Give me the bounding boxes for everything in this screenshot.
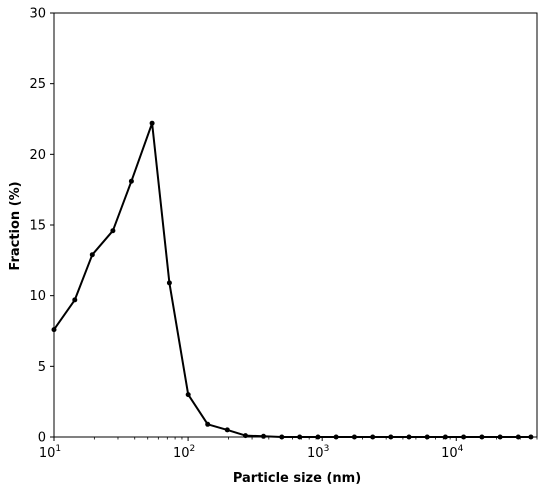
data-point [149, 120, 155, 126]
data-point [166, 280, 172, 286]
data-point [224, 427, 230, 433]
plot-border [53, 12, 538, 438]
y-tick-label: 25 [29, 77, 46, 92]
y-tick-label: 20 [29, 148, 46, 163]
data-point [72, 297, 78, 303]
y-tick-label: 10 [29, 289, 46, 304]
y-tick-label: 30 [29, 7, 46, 22]
data-series [51, 120, 534, 440]
data-point [479, 434, 485, 440]
data-point [333, 434, 339, 440]
data-point [351, 434, 357, 440]
data-point [370, 434, 376, 440]
y-axis-label: Fraction (%) [8, 181, 23, 270]
y-tick-label: 5 [38, 360, 46, 375]
data-point [261, 433, 266, 439]
data-point [110, 228, 116, 234]
data-point [185, 392, 191, 398]
data-point [315, 434, 321, 440]
data-point [406, 434, 412, 440]
y-axis: 0 5 10 15 20 25 30 [29, 7, 54, 446]
plot-area [53, 12, 538, 438]
x-tick-label: 102 [173, 444, 195, 461]
y-tick-label: 15 [29, 219, 46, 234]
x-axis: 101 102 103 104 [39, 437, 538, 461]
data-point [515, 434, 521, 440]
data-point [128, 178, 134, 184]
data-point [51, 327, 57, 333]
y-tick-label: 0 [38, 431, 46, 446]
series-line [53, 122, 531, 438]
x-tick-label: 104 [441, 444, 464, 461]
x-axis-label: Particle size (nm) [233, 471, 361, 486]
data-point [497, 434, 503, 440]
data-point [442, 434, 448, 440]
data-point [279, 434, 285, 440]
data-point [461, 434, 467, 440]
data-point [243, 433, 248, 439]
x-tick-label: 101 [39, 444, 61, 461]
data-point [205, 421, 211, 427]
data-point [528, 434, 534, 440]
data-point [424, 434, 430, 440]
data-point [388, 434, 394, 440]
data-point [89, 252, 95, 258]
data-point [297, 434, 303, 440]
x-tick-label: 103 [307, 444, 329, 461]
